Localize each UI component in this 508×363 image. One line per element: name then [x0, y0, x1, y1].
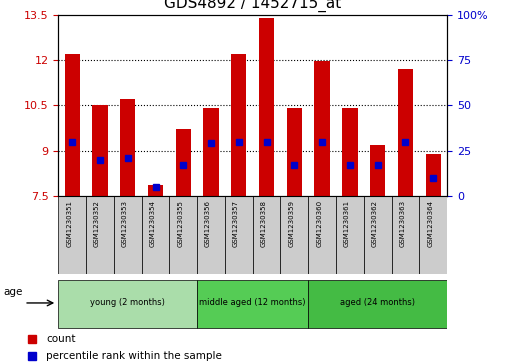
Bar [86, 196, 114, 274]
Bar [280, 196, 308, 274]
Bar [204, 108, 219, 196]
Text: count: count [46, 334, 76, 344]
Bar [225, 196, 253, 274]
Bar [114, 196, 142, 274]
Bar [419, 196, 447, 274]
Bar [426, 154, 441, 196]
Bar [176, 130, 191, 196]
Bar [398, 69, 413, 196]
Text: age: age [3, 287, 22, 297]
Bar [120, 99, 136, 196]
Bar [253, 196, 280, 274]
Text: GSM1230359: GSM1230359 [289, 200, 294, 247]
Text: GSM1230351: GSM1230351 [67, 200, 72, 247]
Text: GSM1230352: GSM1230352 [94, 200, 100, 247]
Bar [314, 61, 330, 196]
Text: aged (24 months): aged (24 months) [340, 298, 415, 307]
Text: GSM1230361: GSM1230361 [344, 200, 350, 247]
Text: GSM1230360: GSM1230360 [316, 200, 322, 247]
Text: GSM1230354: GSM1230354 [149, 200, 155, 247]
Bar [336, 196, 364, 274]
Text: young (2 months): young (2 months) [90, 298, 165, 307]
Title: GDS4892 / 1452715_at: GDS4892 / 1452715_at [164, 0, 341, 12]
Bar [148, 185, 163, 196]
Bar [92, 105, 108, 196]
Text: GSM1230355: GSM1230355 [177, 200, 183, 247]
Text: GSM1230362: GSM1230362 [372, 200, 377, 247]
Text: GSM1230353: GSM1230353 [122, 200, 128, 247]
Text: GSM1230358: GSM1230358 [261, 200, 267, 247]
Bar [287, 108, 302, 196]
Bar [170, 196, 197, 274]
Bar [392, 196, 419, 274]
Text: GSM1230364: GSM1230364 [427, 200, 433, 247]
Text: GSM1230363: GSM1230363 [399, 200, 405, 247]
Text: GSM1230357: GSM1230357 [233, 200, 239, 247]
Bar [197, 196, 225, 274]
Bar [364, 196, 392, 274]
Text: middle aged (12 months): middle aged (12 months) [200, 298, 306, 307]
Bar [308, 280, 447, 328]
Bar [259, 17, 274, 196]
Bar [308, 196, 336, 274]
Bar [142, 196, 170, 274]
Bar [231, 54, 246, 196]
Bar [58, 196, 86, 274]
Bar [58, 280, 197, 328]
Text: GSM1230356: GSM1230356 [205, 200, 211, 247]
Bar [370, 144, 385, 196]
Text: percentile rank within the sample: percentile rank within the sample [46, 351, 222, 361]
Bar [197, 280, 308, 328]
Bar [342, 108, 358, 196]
Bar [65, 54, 80, 196]
